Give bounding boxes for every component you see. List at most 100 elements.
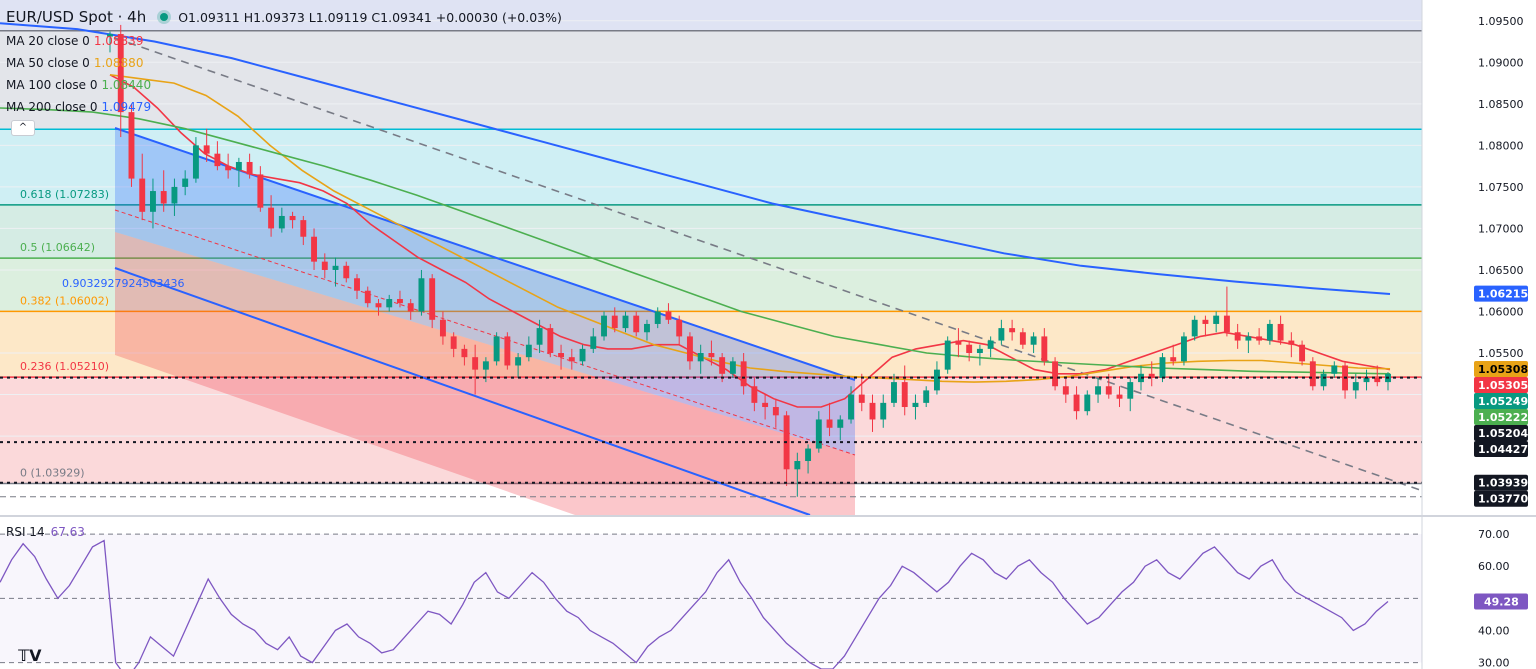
candle-body	[912, 402, 919, 408]
price-tick: 1.06000	[1478, 305, 1524, 318]
candle-body	[1277, 323, 1284, 341]
candle-body	[525, 344, 532, 358]
rsi-tick: 30.00	[1478, 657, 1510, 669]
ma-label: MA 100 close 0	[6, 78, 98, 92]
candle	[611, 307, 618, 333]
candle-body	[558, 353, 565, 358]
candle	[461, 344, 468, 366]
candle	[150, 178, 156, 229]
candle-body	[1084, 394, 1091, 412]
legend-ma20[interactable]: MA 20 close 0 1.08839	[6, 34, 143, 48]
price-tick: 1.07500	[1478, 181, 1524, 194]
candle	[1266, 319, 1273, 345]
collapse-legend-icon[interactable]: ^	[11, 120, 35, 136]
candle-body	[955, 340, 962, 345]
candle	[1256, 328, 1263, 345]
candle-body	[1266, 323, 1273, 341]
candle	[1148, 361, 1155, 387]
candle	[1320, 369, 1327, 391]
candle	[966, 340, 973, 362]
candle	[375, 299, 382, 316]
price-tag: 1.03770	[1474, 490, 1528, 507]
candle	[1309, 357, 1316, 391]
candle-body	[998, 328, 1005, 341]
candle	[311, 228, 318, 270]
candle-body	[686, 336, 693, 362]
tradingview-logo-icon[interactable]: 𝕋V	[18, 646, 42, 665]
price-tag-label: 1.04427	[1478, 443, 1528, 456]
candle	[192, 137, 199, 183]
candle-body	[1331, 365, 1338, 374]
candle	[160, 170, 167, 212]
price-tag: 1.06215	[1474, 285, 1528, 302]
ma-value: 1.08440	[101, 78, 152, 92]
candle-body	[1202, 319, 1209, 324]
candle	[139, 153, 146, 221]
candle	[762, 394, 769, 420]
candle	[321, 253, 328, 279]
candle-body	[976, 348, 983, 354]
candle-body	[805, 448, 812, 462]
ma-label: MA 200 close 0	[6, 100, 98, 114]
candle	[1009, 319, 1016, 341]
candle	[1138, 365, 1144, 391]
candle	[826, 402, 833, 437]
rsi-tick: 40.00	[1478, 624, 1510, 637]
candle-body	[536, 328, 543, 345]
candle	[923, 386, 930, 408]
legend-ma200[interactable]: MA 200 close 0 1.09479	[6, 100, 151, 114]
candle	[364, 286, 371, 308]
candle	[933, 361, 940, 395]
legend-ma50[interactable]: MA 50 close 0 1.08880	[6, 56, 143, 70]
candle-body	[891, 382, 897, 403]
candle-body	[933, 369, 940, 391]
candle	[633, 311, 640, 337]
market-status-icon	[160, 13, 169, 21]
fib-label: 0 (1.03929)	[20, 467, 85, 480]
candle-body	[397, 299, 403, 304]
candle	[1234, 323, 1241, 349]
candle-body	[547, 328, 554, 354]
candle	[1073, 386, 1080, 420]
candle-body	[719, 357, 726, 374]
candle-body	[343, 265, 350, 279]
candle	[429, 274, 436, 329]
candle-body	[1073, 394, 1080, 412]
symbol-title[interactable]: EUR/USD Spot · 4h	[6, 8, 147, 26]
candle	[1041, 328, 1048, 366]
candle	[128, 103, 135, 187]
candle	[644, 319, 650, 341]
price-tag: 1.05308	[1474, 360, 1528, 377]
candle	[235, 157, 242, 187]
candle-body	[1309, 361, 1316, 387]
candle-body	[1213, 315, 1220, 324]
candle-body	[1062, 386, 1069, 395]
candle-body	[1009, 328, 1016, 333]
price-tag-label: 1.05204	[1478, 427, 1528, 440]
candle	[869, 394, 876, 432]
fib-zone	[0, 258, 1422, 312]
legend-ma100[interactable]: MA 100 close 0 1.08440	[6, 78, 151, 92]
candle-body	[590, 336, 597, 349]
candle	[171, 178, 178, 216]
candle	[1363, 369, 1370, 391]
price-tag: 1.03939	[1474, 474, 1528, 491]
candle-body	[987, 340, 994, 349]
candle-body	[1138, 373, 1144, 383]
rsi-legend[interactable]: RSI 14 67.63	[6, 525, 85, 539]
candle	[1331, 361, 1338, 378]
candle-body	[729, 361, 736, 374]
candle-body	[633, 315, 640, 333]
candle	[515, 353, 522, 378]
moving-averages	[0, 22, 1391, 408]
price-tick: 1.05500	[1478, 347, 1524, 360]
candle-body	[364, 290, 371, 304]
candle-body	[794, 461, 801, 470]
price-tick: 1.06500	[1478, 264, 1524, 277]
candle-body	[429, 278, 436, 320]
candle-body	[1374, 377, 1381, 383]
price-tick: 1.07000	[1478, 222, 1524, 235]
candle	[1030, 332, 1037, 354]
candle	[300, 215, 307, 246]
